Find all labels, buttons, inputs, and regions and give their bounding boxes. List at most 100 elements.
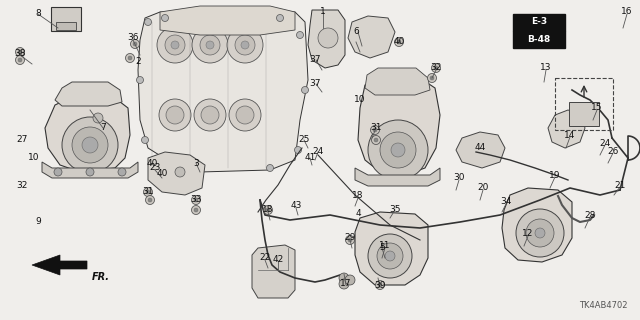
Text: 8: 8 [35,10,41,19]
Polygon shape [160,6,295,35]
Circle shape [276,14,284,21]
Circle shape [141,137,148,143]
Circle shape [385,251,395,261]
Circle shape [294,147,301,154]
Text: 13: 13 [540,63,552,73]
Text: 4: 4 [355,209,361,218]
Circle shape [191,205,200,214]
Text: 33: 33 [190,196,202,204]
Circle shape [148,198,152,202]
Circle shape [200,35,220,55]
Circle shape [434,66,438,70]
Text: 12: 12 [522,229,534,238]
Circle shape [368,120,428,180]
Text: 2: 2 [135,58,141,67]
Circle shape [430,76,434,80]
Polygon shape [138,12,308,172]
Circle shape [125,53,134,62]
Circle shape [192,27,228,63]
Text: 31: 31 [371,124,381,132]
Text: 25: 25 [298,135,310,145]
Circle shape [348,238,352,242]
FancyBboxPatch shape [569,102,599,126]
Circle shape [166,106,184,124]
Circle shape [15,55,24,65]
Circle shape [376,281,385,290]
Circle shape [318,28,338,48]
Text: 1: 1 [320,7,326,17]
Text: 23: 23 [149,164,161,172]
Circle shape [428,74,436,83]
Circle shape [229,99,261,131]
Circle shape [175,167,185,177]
Text: FR.: FR. [92,272,110,282]
Text: 26: 26 [607,148,619,156]
Circle shape [301,86,308,93]
Circle shape [145,196,154,204]
Circle shape [378,283,382,287]
Text: 28: 28 [584,211,596,220]
Text: 14: 14 [564,131,576,140]
Circle shape [136,76,143,84]
Text: 42: 42 [273,255,284,265]
Text: 22: 22 [259,253,271,262]
Circle shape [201,106,219,124]
Circle shape [241,41,249,49]
Text: 15: 15 [591,103,603,113]
Text: 24: 24 [600,139,611,148]
Text: 35: 35 [389,205,401,214]
Circle shape [377,243,403,269]
Circle shape [371,135,381,145]
Text: 7: 7 [100,124,106,132]
Text: 3: 3 [193,158,199,167]
Text: 38: 38 [14,50,26,59]
Polygon shape [55,82,122,106]
Text: 9: 9 [35,217,41,226]
Circle shape [235,35,255,55]
Circle shape [161,164,168,172]
Circle shape [15,47,24,57]
Polygon shape [252,245,295,298]
Text: 17: 17 [340,279,352,289]
Circle shape [194,99,226,131]
Text: 5: 5 [379,244,385,252]
Polygon shape [348,16,395,58]
FancyBboxPatch shape [513,14,565,31]
Text: 21: 21 [614,180,626,189]
Text: 40: 40 [394,37,404,46]
FancyBboxPatch shape [513,31,565,48]
Circle shape [431,63,440,73]
Circle shape [264,205,273,214]
Text: 6: 6 [353,28,359,36]
Circle shape [266,164,273,172]
Circle shape [161,14,168,21]
Circle shape [191,196,200,204]
Text: 39: 39 [374,282,386,291]
Text: 20: 20 [477,183,489,193]
Circle shape [535,228,545,238]
Circle shape [339,273,349,283]
Circle shape [380,132,416,168]
Circle shape [118,168,126,176]
Polygon shape [45,98,130,172]
Circle shape [339,279,349,289]
Polygon shape [32,255,87,275]
Circle shape [296,31,303,38]
Polygon shape [502,188,572,262]
Circle shape [18,50,22,54]
Circle shape [391,143,405,157]
Polygon shape [355,212,428,285]
Polygon shape [456,132,505,168]
Text: 34: 34 [500,197,512,206]
Circle shape [397,40,401,44]
Polygon shape [42,162,138,178]
Circle shape [157,27,193,63]
Polygon shape [365,68,430,95]
Text: 16: 16 [621,7,633,17]
Circle shape [516,209,564,257]
Circle shape [368,234,412,278]
FancyBboxPatch shape [56,22,76,30]
Circle shape [145,19,152,26]
Text: 32: 32 [430,63,442,73]
Polygon shape [308,10,345,68]
